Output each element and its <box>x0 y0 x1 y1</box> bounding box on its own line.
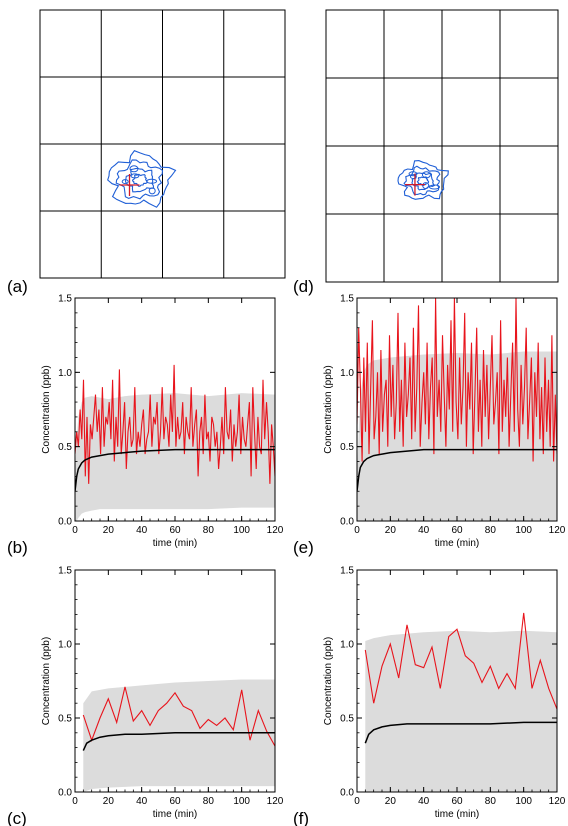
y-tick-label: 1.0 <box>340 640 354 651</box>
x-tick-label: 60 <box>169 796 181 807</box>
contour-island <box>408 171 418 177</box>
y-axis-title: Concentration (ppb) <box>41 637 52 725</box>
contour-island <box>422 182 430 190</box>
x-tick-label: 120 <box>549 796 566 807</box>
contour-line <box>403 165 441 196</box>
map-panel-a: (a) <box>7 9 286 296</box>
x-tick-label: 120 <box>267 525 284 536</box>
model-mean-line <box>357 448 557 492</box>
x-tick-label: 80 <box>203 796 215 807</box>
y-tick-label: 1.5 <box>58 566 72 577</box>
x-tick-label: 0 <box>354 525 360 536</box>
model-mean-line <box>82 732 275 751</box>
plot-area <box>75 364 275 521</box>
chart-panel-e: 0 20 40 60 80 100 120 0.0 0.5 1.0 1.5 time (min) Con… <box>293 294 566 558</box>
x-tick-label: 60 <box>169 525 181 536</box>
y-tick-label: 1.0 <box>58 640 72 651</box>
chart-panel-f: 0 20 40 60 80 100 120 0.0 0.5 1.0 1.5 time (min) Con… <box>293 566 566 826</box>
plot-area <box>82 679 275 792</box>
x-tick-label: 20 <box>385 796 397 807</box>
chart-panel-c: 0 20 40 60 80 100 120 0.0 0.5 1.0 1.5 time (min) Con… <box>7 566 284 826</box>
uncertainty-envelope <box>83 679 275 792</box>
x-tick-label: 40 <box>418 796 430 807</box>
y-tick-label: 1.5 <box>340 294 354 305</box>
y-tick-label: 0.5 <box>58 442 72 453</box>
y-tick-label: 1.5 <box>340 566 354 577</box>
observation-line <box>364 612 557 710</box>
observation-line <box>82 686 275 747</box>
model-mean-line <box>75 448 275 492</box>
x-tick-label: 40 <box>418 525 430 536</box>
map-panel-d: (d) <box>293 9 559 296</box>
contour-island <box>146 178 158 184</box>
x-tick-label: 0 <box>72 796 78 807</box>
x-tick-label: 80 <box>485 525 497 536</box>
y-axis-title: Concentration (ppb) <box>323 365 334 453</box>
x-tick-label: 60 <box>451 796 463 807</box>
contour-island <box>148 187 156 195</box>
x-tick-label: 0 <box>354 796 360 807</box>
observation-line <box>75 364 275 484</box>
plot-area <box>364 612 557 792</box>
x-tick-label: 40 <box>136 525 148 536</box>
uncertainty-envelope <box>365 630 557 792</box>
panel-label: (e) <box>293 538 314 557</box>
contour-island <box>409 174 417 180</box>
chart-panel-b: 0 20 40 60 80 100 120 0.0 0.5 1.0 1.5 time (min) Con… <box>7 294 284 558</box>
x-tick-label: 100 <box>515 525 532 536</box>
panel-label: (f) <box>293 809 309 826</box>
y-tick-label: 0.0 <box>58 517 72 528</box>
y-tick-label: 1.5 <box>58 294 72 305</box>
contour-island <box>429 184 440 190</box>
y-tick-label: 0.0 <box>58 788 72 799</box>
x-tick-label: 80 <box>203 525 215 536</box>
panel-label: (d) <box>293 277 314 296</box>
contour-island <box>129 165 139 173</box>
contour-island <box>130 173 140 179</box>
panel-label: (c) <box>7 809 27 826</box>
y-tick-label: 0.5 <box>340 442 354 453</box>
contour-island <box>121 179 129 185</box>
y-axis-title: Concentration (ppb) <box>323 637 334 725</box>
y-tick-label: 0.0 <box>340 788 354 799</box>
x-tick-label: 80 <box>485 796 497 807</box>
y-axis-title: Concentration (ppb) <box>41 365 52 453</box>
panel-label: (b) <box>7 538 28 557</box>
x-tick-label: 120 <box>549 525 566 536</box>
y-tick-label: 1.0 <box>340 368 354 379</box>
contour-line <box>115 159 164 200</box>
contour-line <box>107 150 177 208</box>
model-mean-line <box>364 721 557 744</box>
x-tick-label: 60 <box>451 525 463 536</box>
x-tick-label: 20 <box>103 525 115 536</box>
x-tick-label: 100 <box>233 796 250 807</box>
contour-line <box>132 173 148 187</box>
contour-line <box>397 160 449 200</box>
panel-label: (a) <box>7 277 28 296</box>
y-tick-label: 0.5 <box>340 714 354 725</box>
x-axis-title: time (min) <box>435 538 479 549</box>
x-axis-title: time (min) <box>435 809 479 820</box>
x-tick-label: 40 <box>136 796 148 807</box>
y-tick-label: 0.5 <box>58 714 72 725</box>
y-tick-label: 1.0 <box>58 368 72 379</box>
observation-line <box>357 298 557 462</box>
y-tick-label: 0.0 <box>340 517 354 528</box>
contour-line <box>411 172 436 191</box>
x-tick-label: 100 <box>233 525 250 536</box>
x-tick-label: 20 <box>385 525 397 536</box>
x-tick-label: 20 <box>103 796 115 807</box>
contour-line <box>416 176 430 187</box>
contour-island <box>421 171 431 179</box>
uncertainty-envelope <box>357 351 557 521</box>
x-axis-title: time (min) <box>153 538 197 549</box>
x-axis-title: time (min) <box>153 809 197 820</box>
plot-area <box>357 298 557 521</box>
x-tick-label: 120 <box>267 796 284 807</box>
x-tick-label: 0 <box>72 525 78 536</box>
x-tick-label: 100 <box>515 796 532 807</box>
